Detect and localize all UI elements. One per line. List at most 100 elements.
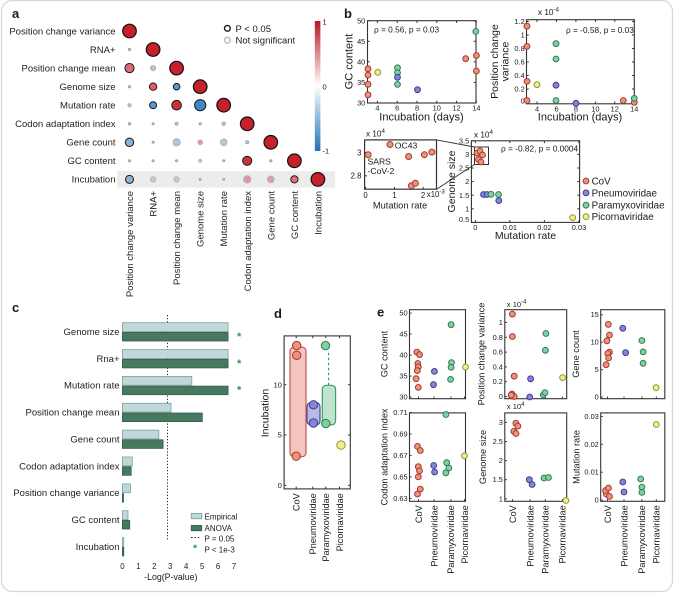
svg-text:10: 10 (591, 104, 599, 113)
svg-text:12: 12 (611, 104, 619, 113)
svg-text:b: b (344, 6, 352, 21)
svg-text:Incubation: Incubation (72, 175, 116, 186)
svg-text:Position change: Position change (489, 24, 501, 99)
svg-text:x 104: x 104 (366, 128, 385, 139)
svg-text:40: 40 (399, 351, 407, 360)
svg-text:x 104: x 104 (507, 402, 525, 411)
svg-text:0.8: 0.8 (514, 44, 524, 53)
svg-text:1: 1 (521, 31, 525, 40)
svg-text:3: 3 (357, 148, 361, 157)
svg-text:Mutation rate: Mutation rate (495, 230, 556, 242)
svg-text:4: 4 (375, 104, 379, 113)
svg-text:0.69: 0.69 (393, 429, 407, 438)
svg-text:10: 10 (591, 338, 599, 347)
svg-text:0.2: 0.2 (493, 377, 503, 386)
svg-text:0: 0 (278, 481, 282, 490)
svg-text:35: 35 (357, 78, 365, 87)
svg-text:Mutation rate: Mutation rate (572, 430, 582, 484)
svg-text:RNA+: RNA+ (149, 191, 160, 217)
svg-text:6: 6 (395, 104, 399, 113)
svg-text:3: 3 (465, 150, 469, 159)
svg-text:0: 0 (473, 223, 477, 232)
svg-text:Codon adaptation index: Codon adaptation index (19, 461, 120, 472)
svg-text:RNA+: RNA+ (90, 45, 116, 56)
svg-text:CoV: CoV (292, 492, 302, 511)
svg-text:Paramyxoviridae: Paramyxoviridae (592, 201, 666, 212)
svg-text:Paramyxoviridae: Paramyxoviridae (541, 505, 551, 573)
svg-text:1: 1 (392, 191, 396, 200)
svg-text:OC43: OC43 (395, 141, 418, 151)
svg-text:GC content: GC content (67, 156, 115, 167)
svg-text:*: * (193, 543, 198, 555)
svg-text:1.2: 1.2 (514, 17, 524, 26)
svg-text:2: 2 (152, 562, 156, 571)
svg-text:12: 12 (452, 104, 460, 113)
svg-text:Genome size: Genome size (446, 150, 458, 212)
svg-text:1: 1 (136, 562, 140, 571)
svg-text:CoV: CoV (603, 504, 613, 523)
svg-text:14: 14 (630, 104, 638, 113)
svg-text:Not significant: Not significant (236, 36, 296, 47)
svg-text:P = 0.05: P = 0.05 (205, 534, 235, 543)
svg-text:1: 1 (465, 204, 469, 213)
svg-text:GC content: GC content (344, 34, 356, 90)
svg-text:SARS: SARS (368, 156, 392, 166)
svg-text:ρ = 0.56, p = 0.03: ρ = 0.56, p = 0.03 (374, 25, 440, 35)
svg-text:e: e (377, 305, 384, 320)
svg-text:2: 2 (499, 456, 503, 465)
svg-text:*: * (237, 331, 242, 343)
svg-text:1.5: 1.5 (459, 191, 469, 200)
svg-text:GC content: GC content (380, 330, 390, 377)
svg-text:45: 45 (399, 330, 407, 339)
svg-text:0.2: 0.2 (514, 85, 524, 94)
svg-text:Position change mean: Position change mean (21, 63, 115, 74)
svg-text:CoV: CoV (508, 504, 518, 523)
svg-text:0: 0 (120, 562, 125, 571)
svg-text:0.4: 0.4 (514, 71, 524, 80)
svg-text:1: 1 (499, 494, 503, 503)
svg-text:0.65: 0.65 (393, 472, 407, 481)
svg-text:0.63: 0.63 (393, 494, 407, 503)
svg-text:30: 30 (357, 99, 365, 108)
svg-text:8: 8 (415, 104, 419, 113)
svg-text:5: 5 (595, 365, 599, 374)
svg-text:Incubation: Incubation (259, 389, 271, 438)
svg-text:Pneumoviridae: Pneumoviridae (619, 505, 629, 566)
svg-text:Genome size: Genome size (196, 191, 207, 247)
svg-text:*: * (237, 385, 242, 397)
svg-text:3.5: 3.5 (459, 136, 469, 145)
svg-text:0.67: 0.67 (393, 451, 407, 460)
svg-text:Genome size: Genome size (478, 430, 488, 484)
svg-text:Genome size: Genome size (64, 327, 120, 338)
svg-text:Pneumoviridae: Pneumoviridae (592, 188, 658, 199)
svg-text:40: 40 (357, 57, 365, 66)
svg-text:35: 35 (399, 372, 407, 381)
svg-text:Mutation rate: Mutation rate (373, 201, 427, 211)
svg-text:2.5: 2.5 (459, 164, 469, 173)
svg-text:Mutation rate: Mutation rate (60, 101, 115, 112)
svg-text:7: 7 (232, 562, 236, 571)
svg-text:50: 50 (399, 309, 407, 318)
svg-text:ANOVA: ANOVA (205, 524, 233, 533)
svg-text:0.02: 0.02 (584, 440, 598, 449)
svg-text:*: * (237, 358, 242, 370)
svg-text:0.03: 0.03 (572, 223, 586, 232)
svg-text:x10-3: x10-3 (427, 189, 446, 200)
svg-text:14: 14 (472, 104, 480, 113)
svg-text:Position change variance: Position change variance (13, 488, 119, 499)
svg-text:Rna+: Rna+ (97, 354, 120, 365)
svg-text:10: 10 (433, 104, 441, 113)
svg-text:2: 2 (465, 177, 469, 186)
svg-text:0.71: 0.71 (393, 408, 407, 417)
svg-text:10: 10 (273, 380, 281, 389)
svg-text:6: 6 (216, 562, 220, 571)
svg-text:2.5: 2.5 (493, 437, 503, 446)
svg-text:Mutation rate: Mutation rate (64, 381, 119, 392)
svg-text:0.01: 0.01 (584, 468, 598, 477)
svg-text:Position change variance: Position change variance (125, 191, 136, 297)
svg-text:45: 45 (357, 37, 365, 46)
svg-text:1: 1 (323, 18, 327, 27)
svg-text:0: 0 (363, 191, 368, 200)
svg-text:CoV: CoV (592, 176, 612, 187)
svg-text:0: 0 (323, 83, 327, 92)
